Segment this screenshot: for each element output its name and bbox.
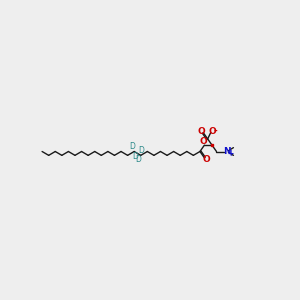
Text: O: O xyxy=(202,155,210,164)
Text: -: - xyxy=(214,127,217,136)
Text: D: D xyxy=(139,146,145,155)
Text: O: O xyxy=(197,127,205,136)
Text: +: + xyxy=(227,149,233,158)
Text: N: N xyxy=(223,147,230,156)
Text: O: O xyxy=(208,127,216,136)
Text: D: D xyxy=(136,155,141,164)
Text: D: D xyxy=(129,142,135,152)
Text: O: O xyxy=(200,137,208,146)
Text: D: D xyxy=(132,152,138,160)
